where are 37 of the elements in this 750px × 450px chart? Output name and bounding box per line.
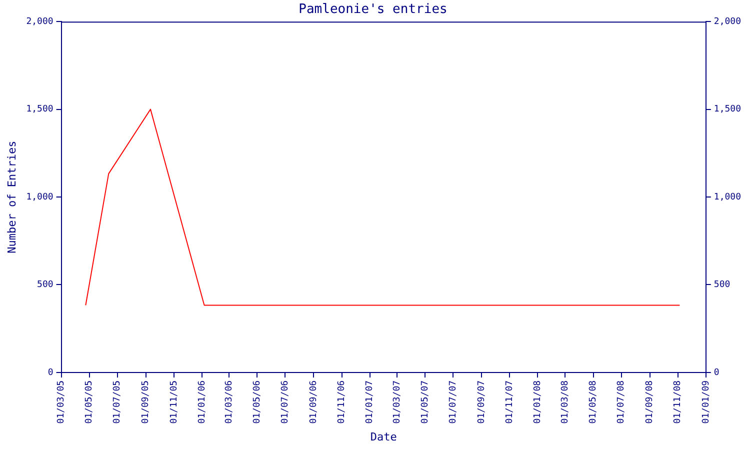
x-tick-label: 01/01/07 (365, 380, 376, 424)
x-tick-label: 01/07/06 (280, 380, 291, 424)
y2-tick-label: 2,000 (714, 16, 741, 27)
x-tick-label: 01/07/05 (112, 380, 123, 424)
y-tick-label: 500 (37, 280, 54, 290)
x-tick-label: 01/11/06 (337, 380, 348, 424)
x-tick-label: 01/01/08 (532, 380, 543, 424)
x-tick-label: 01/11/08 (673, 380, 684, 424)
x-tick-label: 01/05/08 (588, 380, 599, 424)
y-tick-label: 2,000 (26, 16, 54, 27)
x-axis-title: Date (370, 430, 397, 444)
x-tick-label: 01/07/07 (448, 380, 458, 424)
x-tick-label: 01/11/07 (504, 380, 515, 424)
x-tick-label: 01/01/06 (197, 380, 208, 424)
chart-title: Pamleonie's entries (298, 2, 448, 18)
x-tick-label: 01/05/07 (420, 380, 430, 424)
x-tick-label: 01/09/06 (309, 380, 320, 424)
y2-tick-label: 1,500 (714, 104, 741, 115)
y2-tick-label: 1,000 (714, 192, 741, 202)
x-tick-label: 01/09/07 (476, 380, 487, 424)
x-tick-label: 01/07/08 (616, 380, 627, 424)
x-tick-label: 01/05/05 (84, 380, 95, 424)
y-tick-label: 1,500 (26, 104, 54, 115)
y-tick-label: 0 (48, 368, 54, 378)
x-tick-label: 01/05/06 (252, 380, 263, 424)
y2-tick-label: 0 (714, 368, 720, 378)
x-tick-label: 01/09/08 (645, 380, 656, 424)
y-axis-title: Number of Entries (5, 140, 18, 254)
y-tick-label: 1,000 (26, 192, 54, 202)
x-tick-label: 01/03/06 (224, 380, 234, 424)
x-tick-label: 01/01/09 (701, 380, 712, 424)
x-tick-label: 01/03/08 (560, 380, 571, 424)
x-tick-label: 01/03/05 (56, 380, 67, 424)
x-tick-label: 01/09/05 (141, 380, 152, 424)
x-tick-label: 01/03/07 (392, 380, 402, 424)
y2-tick-label: 500 (714, 280, 730, 290)
x-tick-label: 01/11/05 (169, 380, 180, 424)
